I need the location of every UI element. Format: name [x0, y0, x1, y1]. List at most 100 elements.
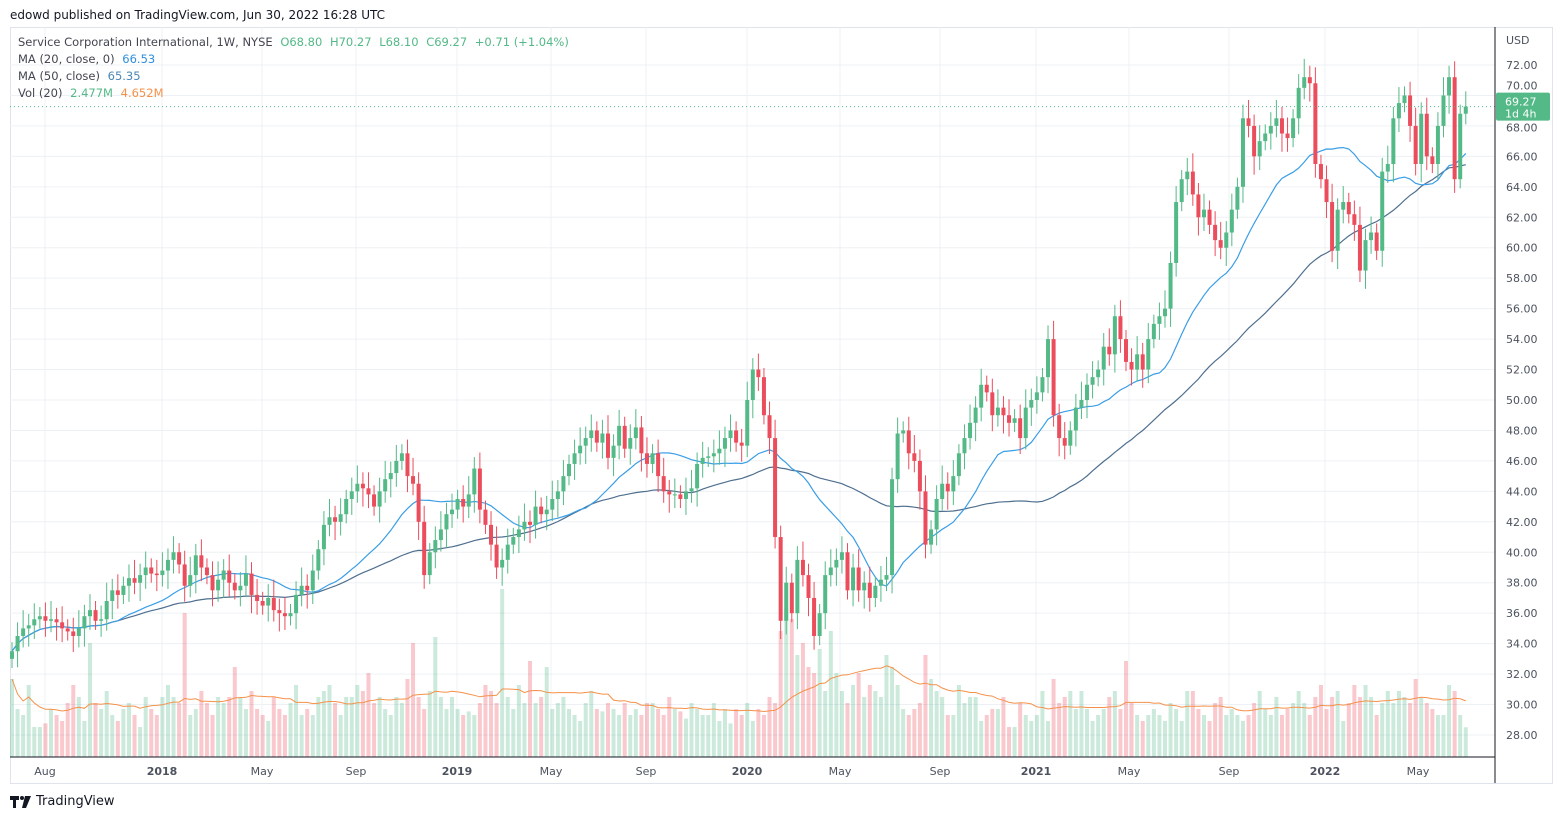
- candle-body: [873, 585, 878, 598]
- volume-bar: [611, 709, 616, 757]
- candle-body: [851, 567, 856, 591]
- candle: [372, 485, 377, 516]
- candle-body: [839, 552, 844, 560]
- candle: [344, 489, 349, 524]
- candle: [1268, 112, 1273, 150]
- volume-bar: [1162, 721, 1167, 757]
- price-tick: 56.00: [1506, 303, 1538, 316]
- candle-body: [600, 433, 605, 443]
- volume-bar: [277, 709, 282, 757]
- volume-bar: [1068, 691, 1073, 757]
- candle-body: [572, 453, 577, 464]
- volume-bar: [812, 673, 817, 757]
- price-tick: 32.00: [1506, 668, 1538, 681]
- volume-bar: [377, 697, 382, 757]
- candle: [165, 548, 170, 589]
- volume-bar: [260, 715, 265, 757]
- ma20-label: MA (20, close, 0): [18, 52, 115, 66]
- volume-bar: [717, 721, 722, 757]
- candle: [1118, 300, 1123, 353]
- volume-bar: [683, 718, 688, 757]
- volume-bar: [444, 709, 449, 757]
- candle-body: [422, 521, 427, 576]
- candle-body: [1151, 323, 1156, 340]
- candle-body: [823, 575, 828, 614]
- volume-bar: [1151, 709, 1156, 757]
- candle: [1079, 381, 1084, 420]
- candle: [522, 503, 527, 541]
- legend-ma50-row[interactable]: MA (50, close) 65.35: [18, 69, 145, 83]
- volume-bar: [839, 691, 844, 757]
- candle-body: [416, 483, 421, 522]
- candle: [767, 401, 772, 455]
- candle-body: [1140, 354, 1145, 370]
- candle: [1012, 409, 1017, 432]
- candle: [71, 617, 76, 653]
- candle-body: [1252, 125, 1257, 157]
- candle-body: [767, 415, 772, 439]
- candle: [433, 526, 438, 569]
- candle-body: [1034, 392, 1039, 400]
- volume-bar: [622, 703, 627, 757]
- volume-bar: [126, 703, 131, 757]
- candle: [1090, 361, 1095, 399]
- candle-body: [221, 570, 226, 580]
- candle-body: [1012, 418, 1017, 423]
- candle-body: [1285, 133, 1290, 139]
- candle-body: [1246, 118, 1251, 126]
- tradingview-logo[interactable]: TradingView: [10, 794, 115, 809]
- volume-bar: [1357, 697, 1362, 757]
- candle: [182, 550, 187, 602]
- candle: [644, 437, 649, 478]
- volume-bar: [26, 685, 31, 757]
- candle: [834, 548, 839, 586]
- candle-body: [1174, 202, 1179, 263]
- candle: [277, 598, 282, 632]
- volume-bar: [539, 697, 544, 757]
- volume-bar: [1380, 703, 1385, 757]
- volume-bar: [1402, 697, 1407, 757]
- candle: [572, 439, 577, 480]
- candle: [789, 573, 794, 623]
- candle: [1062, 422, 1067, 460]
- candle-body: [979, 384, 984, 408]
- candle: [1452, 61, 1457, 193]
- candle-body: [1090, 377, 1095, 385]
- legend-volume-row[interactable]: Vol (20) 2.477M 4.652M: [18, 86, 168, 100]
- candle: [149, 558, 154, 583]
- candle: [962, 424, 967, 470]
- time-tick: 2018: [147, 765, 178, 778]
- volume-bar: [1096, 715, 1101, 757]
- volume-bar: [316, 697, 321, 757]
- volume-bar: [1001, 697, 1006, 757]
- candle-body: [1318, 163, 1323, 180]
- volume-bar: [321, 691, 326, 757]
- candle-body: [1057, 415, 1062, 439]
- candle: [812, 581, 817, 650]
- volume-bar: [1268, 715, 1273, 757]
- candle: [383, 460, 388, 503]
- candle: [243, 555, 248, 598]
- volume-bar: [294, 685, 299, 757]
- candle-body: [834, 559, 839, 568]
- candle: [227, 554, 232, 597]
- time-tick: Sep: [636, 765, 657, 778]
- ohlc-low: L68.10: [379, 35, 419, 49]
- candle-body: [71, 631, 76, 637]
- candle-body: [494, 544, 499, 568]
- volume-bar: [138, 727, 143, 757]
- candle: [1313, 67, 1318, 178]
- volume-bar: [1085, 709, 1090, 757]
- candle: [1196, 183, 1201, 236]
- candle-body: [427, 552, 432, 576]
- volume-bar: [800, 643, 805, 757]
- volume-bar: [895, 685, 900, 757]
- legend-ma20-row[interactable]: MA (20, close, 0) 66.53: [18, 52, 159, 66]
- candle-body: [1391, 118, 1396, 164]
- volume-bar: [472, 715, 477, 757]
- candle: [917, 449, 922, 510]
- candle-body: [633, 427, 638, 439]
- candle: [973, 396, 978, 442]
- volume-bar: [1207, 721, 1212, 757]
